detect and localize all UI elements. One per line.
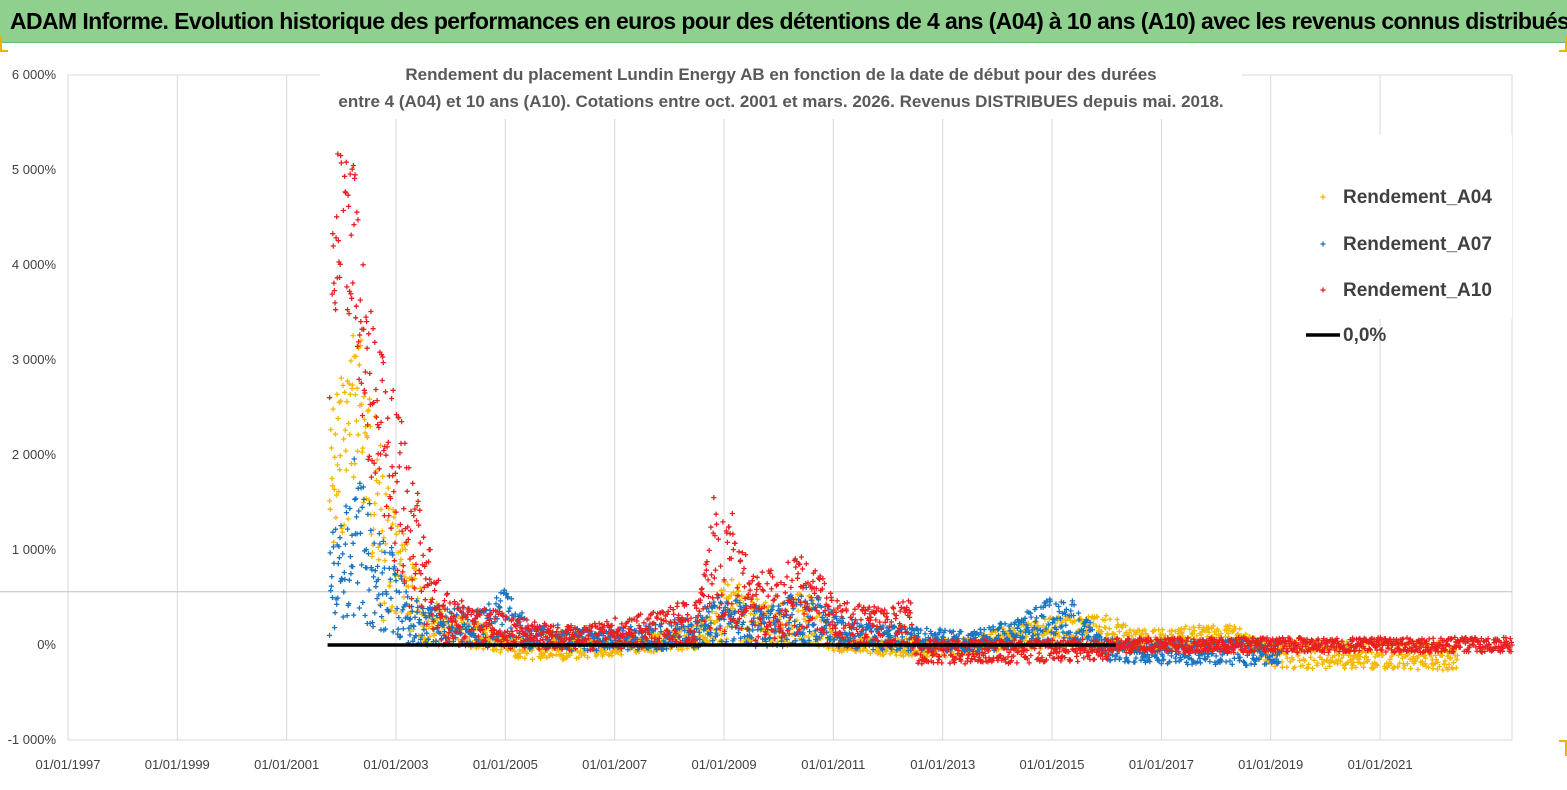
- legend-item: Rendement_A04: [1320, 187, 1492, 208]
- x-tick-label: 01/01/2017: [1129, 757, 1194, 772]
- x-axis-tick-labels: 01/01/1997 01/01/1999 01/01/2001 01/01/2003…: [35, 757, 1412, 772]
- series-rendement-a10: [327, 96, 1515, 667]
- x-tick-label: 01/01/2015: [1019, 757, 1084, 772]
- page-title: ADAM Informe. Evolution historique des p…: [10, 7, 1567, 34]
- x-tick-label: 01/01/2003: [363, 757, 428, 772]
- y-tick-label: 1 000%: [12, 542, 57, 557]
- x-tick-label: 01/01/1999: [145, 757, 210, 772]
- y-tick-label: 5 000%: [12, 162, 57, 177]
- y-tick-label: -1 000%: [8, 732, 57, 747]
- header-banner: ADAM Informe. Evolution historique des p…: [0, 0, 1567, 43]
- chart-title-line-1: Rendement du placement Lundin Energy AB …: [405, 65, 1156, 84]
- legend: Rendement_A04 Rendement_A07 Rendement_A10 0…: [1306, 187, 1492, 346]
- legend-marker: [1320, 287, 1326, 293]
- x-tick-label: 01/01/1997: [35, 757, 100, 772]
- y-tick-label: 4 000%: [12, 257, 57, 272]
- legend-item: Rendement_A07: [1320, 234, 1492, 255]
- x-tick-label: 01/01/2007: [582, 757, 647, 772]
- chart-marks: [327, 96, 1515, 673]
- legend-box: [1280, 135, 1512, 319]
- y-tick-label: 6 000%: [12, 67, 57, 82]
- legend-item: 0,0%: [1306, 325, 1386, 346]
- chart: 6 000% 5 000% 4 000% 3 000% 2 000% 1 000% 0% -1…: [0, 43, 1567, 790]
- y-tick-label: 3 000%: [12, 352, 57, 367]
- chart-title-line-2: entre 4 (A04) et 10 ans (A10). Cotations…: [338, 92, 1223, 111]
- decorative-corner-bracket: [1559, 740, 1567, 756]
- y-tick-label: 0%: [37, 637, 56, 652]
- legend-label: Rendement_A10: [1343, 280, 1492, 301]
- x-tick-label: 01/01/2013: [910, 757, 975, 772]
- legend-item: Rendement_A10: [1320, 280, 1492, 301]
- decorative-corner-bracket: [0, 36, 8, 52]
- y-tick-label: 2 000%: [12, 447, 57, 462]
- decorative-corner-bracket: [1559, 36, 1567, 52]
- legend-label: Rendement_A07: [1343, 234, 1492, 255]
- legend-marker: [1320, 241, 1326, 247]
- legend-label: 0,0%: [1343, 325, 1386, 346]
- title-box: [320, 55, 1242, 119]
- legend-label: Rendement_A04: [1343, 187, 1492, 208]
- x-tick-label: 01/01/2019: [1238, 757, 1303, 772]
- x-tick-label: 01/01/2021: [1348, 757, 1413, 772]
- x-tick-label: 01/01/2001: [254, 757, 319, 772]
- x-tick-label: 01/01/2009: [692, 757, 757, 772]
- legend-marker: [1320, 194, 1326, 200]
- y-axis-tick-labels: 6 000% 5 000% 4 000% 3 000% 2 000% 1 000% 0% -1…: [8, 67, 57, 747]
- x-tick-label: 01/01/2011: [801, 757, 865, 772]
- x-tick-label: 01/01/2005: [473, 757, 538, 772]
